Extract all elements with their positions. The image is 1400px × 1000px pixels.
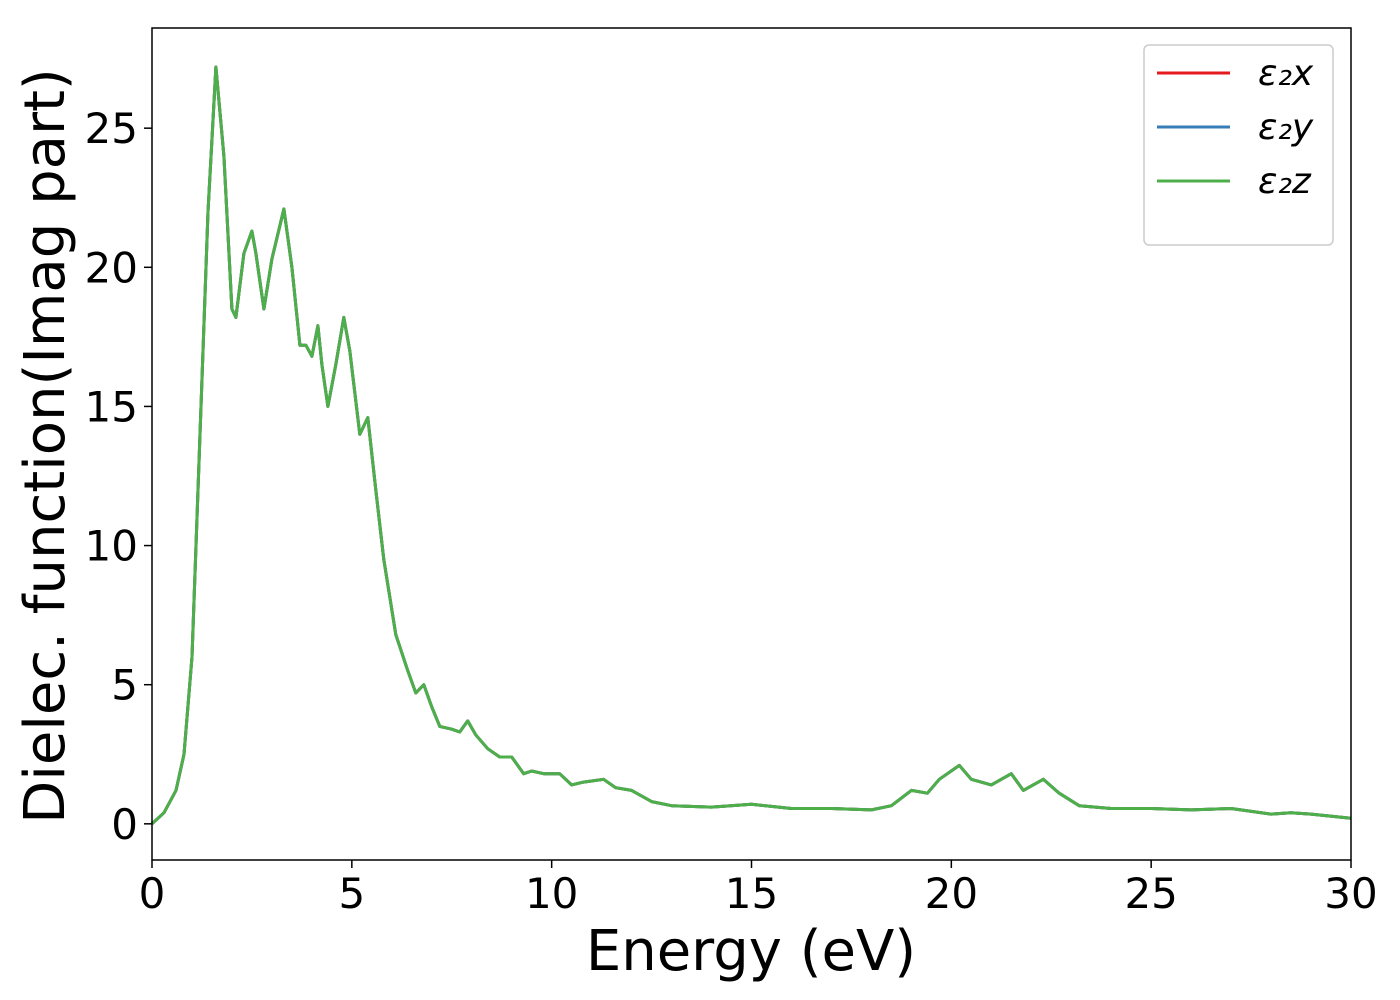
y-tick-label: 20 bbox=[85, 243, 138, 292]
legend-box bbox=[1143, 44, 1334, 246]
y-tick-label: 5 bbox=[111, 661, 138, 710]
y-tick-label: 25 bbox=[85, 104, 138, 153]
y-tick-label: 10 bbox=[85, 522, 138, 571]
x-tick-label: 20 bbox=[925, 869, 978, 918]
y-tick-label: 15 bbox=[85, 382, 138, 431]
plot-frame bbox=[151, 27, 1352, 861]
legend-label: ε₂y bbox=[1258, 107, 1314, 148]
legend-label: ε₂x bbox=[1258, 53, 1314, 94]
y-tick-label: 0 bbox=[111, 800, 138, 849]
data-line bbox=[150, 65, 1352, 825]
x-tick-label: 15 bbox=[725, 869, 778, 918]
x-axis-label: Energy (eV) bbox=[586, 919, 916, 984]
x-tick-label: 30 bbox=[1324, 869, 1377, 918]
y-axis-label: Dielec. function(Imag part) bbox=[13, 68, 78, 824]
legend-label: ε₂z bbox=[1258, 161, 1312, 202]
x-tick-label: 0 bbox=[139, 869, 166, 918]
x-tick-label: 25 bbox=[1124, 869, 1177, 918]
x-tick-label: 10 bbox=[525, 869, 578, 918]
x-tick-label: 5 bbox=[338, 869, 365, 918]
